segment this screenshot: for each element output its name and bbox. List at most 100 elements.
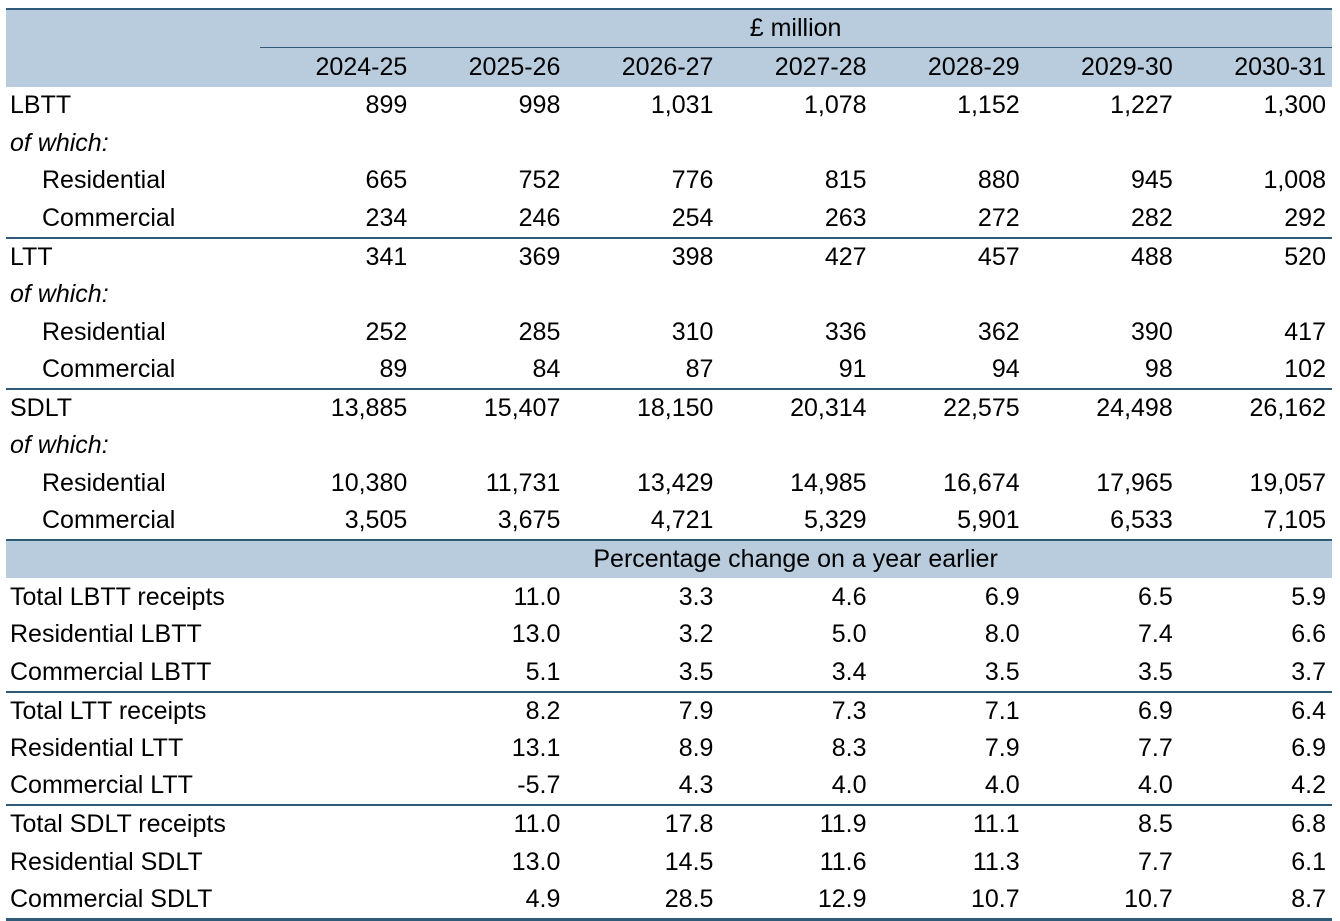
table-cell: 4.6 xyxy=(831,582,867,611)
table-row: Total LBTT receipts 11.0 3.3 4.6 6.9 6.5 5.9 xyxy=(6,578,1332,616)
year-header: 2027-28 xyxy=(719,47,873,87)
row-label: Commercial xyxy=(42,506,176,535)
table-cell: 1,300 xyxy=(1263,90,1326,119)
table-cell: 20,314 xyxy=(719,387,873,427)
table-cell xyxy=(260,690,414,730)
table-cell: 1,152 xyxy=(957,90,1020,119)
table-cell: 4.0 xyxy=(984,771,1020,800)
table-cell: 899 xyxy=(365,90,408,119)
row-label: Residential SDLT xyxy=(10,847,203,876)
table-cell: 3,505 xyxy=(344,506,408,535)
year-header: 2030-31 xyxy=(1178,47,1332,87)
table-cell xyxy=(260,843,413,881)
table-cell: 282 xyxy=(1131,203,1173,232)
table-row: Residential 665 752 776 815 880 945 1,008 xyxy=(6,162,1332,200)
table-cell: -5.7 xyxy=(517,771,561,800)
table-cell: 3.3 xyxy=(678,582,714,611)
table-row: Residential 10,380 11,731 13,429 14,985 16,67… xyxy=(6,465,1332,503)
table-cell: 6.8 xyxy=(1178,804,1332,844)
table-cell: 776 xyxy=(671,166,714,195)
table-cell: 89 xyxy=(379,354,408,383)
row-label: LBTT xyxy=(10,90,72,119)
table-cell: 8.7 xyxy=(1178,881,1332,921)
table-cell: 7.3 xyxy=(719,690,873,730)
table-cell xyxy=(1179,427,1332,465)
table-cell: 6.4 xyxy=(1178,690,1332,730)
table-cell: 1,227 xyxy=(1110,90,1173,119)
pct-section-header-row: Percentage change on a year earlier xyxy=(6,539,1332,579)
row-label: Residential xyxy=(42,166,166,195)
table-cell: 11,731 xyxy=(485,468,561,497)
row-label: Residential xyxy=(42,317,166,346)
table-row: Residential LTT 13.1 8.9 8.3 7.9 7.7 6.9 xyxy=(6,730,1332,768)
row-label: of which: xyxy=(10,128,109,157)
row-label: Total LTT receipts xyxy=(6,690,261,730)
table-cell: 91 xyxy=(838,354,867,383)
row-label: of which: xyxy=(10,431,109,460)
table-cell: 7.7 xyxy=(1137,734,1173,763)
row-label: Commercial xyxy=(42,354,176,383)
table-cell: 11.0 xyxy=(413,804,567,844)
receipts-table: £ million 2024-25 2025-26 2026-27 2027-2… xyxy=(6,8,1332,921)
year-header: 2025-26 xyxy=(413,47,567,87)
table-cell xyxy=(260,276,413,314)
table-cell: 880 xyxy=(977,166,1020,195)
table-cell: 6,533 xyxy=(1110,506,1173,535)
table-cell xyxy=(260,767,413,805)
table-row: Commercial 89 84 87 91 94 98 102 xyxy=(6,351,1332,389)
table-cell: 13.0 xyxy=(511,847,561,876)
table-cell xyxy=(260,730,413,768)
table-cell xyxy=(719,124,872,162)
table-cell xyxy=(566,276,719,314)
table-cell: 6.9 xyxy=(1291,734,1326,763)
table-cell: 16,674 xyxy=(943,468,1020,497)
table-cell: 398 xyxy=(566,236,720,276)
table-cell: 7.1 xyxy=(872,690,1026,730)
table-row: of which: xyxy=(6,124,1332,162)
table-cell: 272 xyxy=(977,203,1020,232)
receipts-table-container: £ million 2024-25 2025-26 2026-27 2027-2… xyxy=(6,8,1332,921)
table-cell: 1,031 xyxy=(650,90,714,119)
table-cell xyxy=(260,804,414,844)
header-blank-cell xyxy=(6,8,261,48)
table-cell xyxy=(566,427,719,465)
table-cell: 1,008 xyxy=(1263,166,1326,195)
row-label: Residential LBTT xyxy=(10,620,202,649)
table-cell xyxy=(873,124,1026,162)
table-cell: 17.8 xyxy=(566,804,720,844)
table-cell: 10,380 xyxy=(330,468,408,497)
table-cell: 10.7 xyxy=(872,881,1026,921)
row-label: Total SDLT receipts xyxy=(6,804,261,844)
year-header: 2028-29 xyxy=(872,47,1026,87)
table-cell: 4.0 xyxy=(831,771,867,800)
row-label: Residential xyxy=(42,468,166,497)
table-cell: 98 xyxy=(1144,354,1173,383)
table-cell xyxy=(1026,124,1179,162)
table-cell: 13.1 xyxy=(511,734,561,763)
table-cell: 488 xyxy=(1025,236,1179,276)
table-cell: 11.6 xyxy=(819,847,867,876)
table-cell: 102 xyxy=(1284,354,1326,383)
row-label: SDLT xyxy=(6,387,261,427)
table-cell: 6.9 xyxy=(984,582,1020,611)
pct-section-label: Percentage change on a year earlier xyxy=(260,539,1332,579)
table-cell: 14.5 xyxy=(664,847,714,876)
table-cell: 292 xyxy=(1284,203,1326,232)
table-cell: 5.0 xyxy=(831,620,867,649)
header-blank-cell xyxy=(6,47,261,87)
year-header: 2029-30 xyxy=(1025,47,1179,87)
table-cell: 7.9 xyxy=(984,734,1020,763)
table-cell: 815 xyxy=(824,166,867,195)
table-cell: 12.9 xyxy=(719,881,873,921)
table-cell: 457 xyxy=(872,236,1026,276)
unit-header-row: £ million xyxy=(6,8,1332,48)
table-row: Residential LBTT 13.0 3.2 5.0 8.0 7.4 6.6 xyxy=(6,616,1332,654)
table-cell: 6.6 xyxy=(1291,620,1326,649)
row-label: Commercial LTT xyxy=(10,771,193,800)
table-cell: 8.3 xyxy=(831,734,867,763)
table-row: Residential SDLT 13.0 14.5 11.6 11.3 7.7 6.1 xyxy=(6,843,1332,881)
table-cell: 3.5 xyxy=(678,657,714,686)
table-row: Commercial LTT -5.7 4.3 4.0 4.0 4.0 4.2 xyxy=(6,767,1332,805)
table-cell: 369 xyxy=(413,236,567,276)
table-cell xyxy=(413,276,566,314)
